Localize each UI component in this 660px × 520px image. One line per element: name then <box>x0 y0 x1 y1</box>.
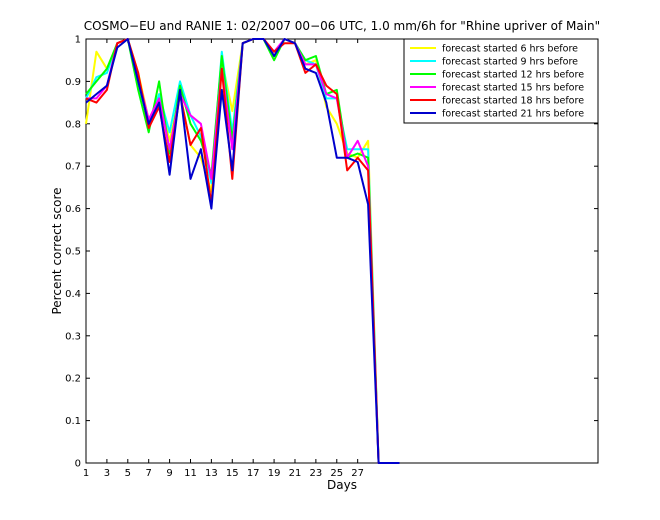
x-tick-label: 11 <box>184 468 197 479</box>
legend-label-6: forecast started 21 hrs before <box>442 109 584 120</box>
x-tick-label: 19 <box>268 468 281 479</box>
y-axis-label: Percent correct score <box>50 187 64 314</box>
y-tick-label: 0.2 <box>65 374 81 385</box>
chart-title: COSMO−EU and RANIE 1: 02/2007 00−06 UTC,… <box>84 19 600 33</box>
x-tick-label: 5 <box>125 468 131 479</box>
x-tick-label: 23 <box>310 468 323 479</box>
x-tick-label: 9 <box>166 468 172 479</box>
x-tick-label: 21 <box>289 468 302 479</box>
x-tick-label: 1 <box>83 468 89 479</box>
x-tick-label: 25 <box>330 468 343 479</box>
series-line-6 <box>85 38 400 464</box>
y-tick-label: 0.5 <box>65 247 81 258</box>
x-tick-label: 13 <box>205 468 218 479</box>
x-tick-label: 15 <box>226 468 239 479</box>
y-axis: 0 0.1 0.2 0.3 0.4 0.5 0.6 0.7 0.8 0.9 1 <box>65 35 598 470</box>
y-tick-label: 0.6 <box>65 204 81 215</box>
legend-box <box>403 38 599 124</box>
y-tick-label: 0.3 <box>65 331 81 342</box>
y-tick-label: 0.7 <box>65 162 81 173</box>
y-tick-label: 0.1 <box>65 416 81 427</box>
y-tick-label: 0 <box>75 459 81 470</box>
legend-label-3: forecast started 12 hrs before <box>442 70 584 81</box>
x-axis: 1 3 5 7 9 11 13 15 17 19 21 23 25 27 <box>83 39 364 479</box>
x-tick-label: 3 <box>104 468 110 479</box>
series-lines <box>85 38 400 464</box>
x-axis-label: Days <box>327 478 357 492</box>
legend-label-5: forecast started 18 hrs before <box>442 96 584 107</box>
legend-label-4: forecast started 15 hrs before <box>442 83 584 94</box>
y-tick-label: 0.9 <box>65 77 81 88</box>
legend-label-1: forecast started 6 hrs before <box>442 44 578 55</box>
x-tick-label: 27 <box>351 468 364 479</box>
x-tick-label: 7 <box>146 468 152 479</box>
legend-label-2: forecast started 9 hrs before <box>442 57 578 68</box>
y-tick-label: 0.8 <box>65 119 81 130</box>
legend: forecast started 6 hrs before forecast st… <box>403 38 599 124</box>
x-tick-label: 17 <box>247 468 260 479</box>
y-tick-label: 1 <box>75 35 81 46</box>
y-tick-label: 0.4 <box>65 289 81 300</box>
